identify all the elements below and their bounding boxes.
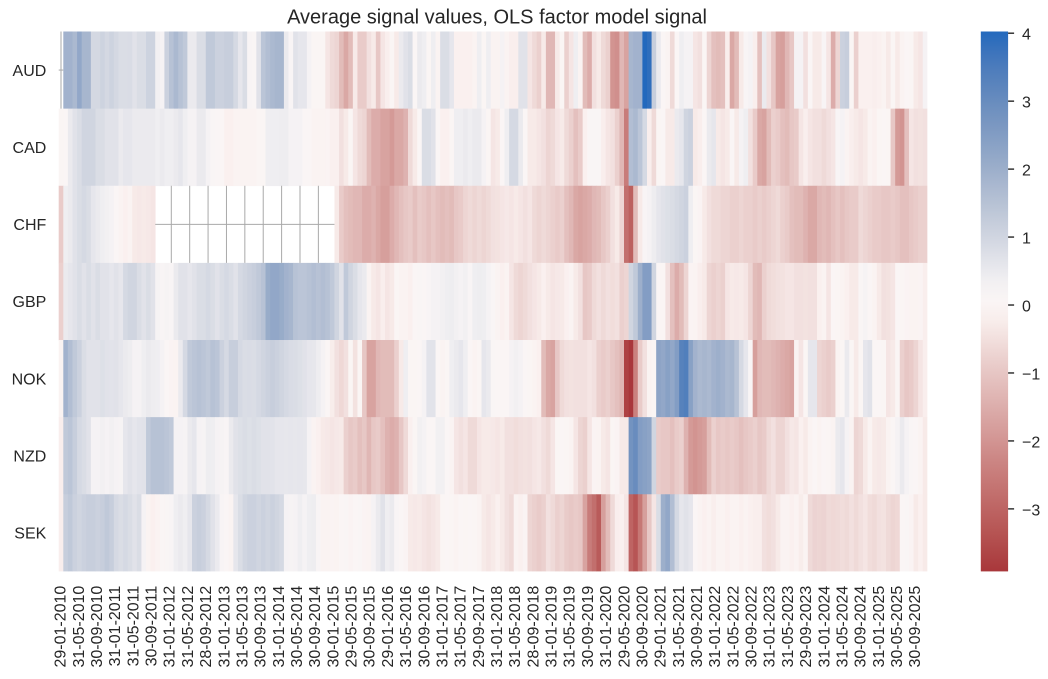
svg-text:29-01-2016: 29-01-2016	[380, 586, 397, 668]
svg-text:CAD: CAD	[13, 140, 47, 157]
svg-text:31-05-2018: 31-05-2018	[507, 586, 524, 668]
svg-text:31-05-2010: 31-05-2010	[71, 586, 88, 668]
svg-text:31-01-2019: 31-01-2019	[544, 586, 561, 668]
svg-text:30-09-2016: 30-09-2016	[416, 586, 433, 668]
svg-text:30-09-2024: 30-09-2024	[853, 586, 870, 668]
svg-text:31-05-2011: 31-05-2011	[125, 586, 142, 667]
svg-text:30-09-2022: 30-09-2022	[744, 586, 761, 668]
svg-text:31-01-2013: 31-01-2013	[216, 586, 233, 668]
svg-text:31-01-2012: 31-01-2012	[162, 586, 179, 668]
svg-text:29-09-2017: 29-09-2017	[471, 586, 488, 668]
svg-text:30-09-2015: 30-09-2015	[362, 586, 379, 668]
svg-text:−3: −3	[1022, 502, 1040, 519]
svg-text:31-01-2022: 31-01-2022	[707, 586, 724, 668]
svg-text:NOK: NOK	[12, 371, 47, 388]
svg-text:Average signal values, OLS fac: Average signal values, OLS factor model …	[287, 7, 707, 29]
svg-text:29-05-2020: 29-05-2020	[616, 586, 633, 668]
svg-text:0: 0	[1022, 298, 1031, 315]
svg-text:31-05-2016: 31-05-2016	[398, 586, 415, 668]
svg-text:SEK: SEK	[14, 526, 46, 543]
svg-text:2: 2	[1022, 163, 1031, 180]
svg-text:30-09-2011: 30-09-2011	[144, 586, 161, 667]
svg-text:29-01-2010: 29-01-2010	[53, 586, 70, 668]
svg-text:31-01-2024: 31-01-2024	[816, 586, 833, 668]
svg-text:GBP: GBP	[13, 294, 47, 311]
svg-text:29-05-2015: 29-05-2015	[344, 586, 361, 668]
svg-text:30-01-2015: 30-01-2015	[325, 586, 342, 668]
svg-text:31-01-2011: 31-01-2011	[107, 586, 124, 667]
svg-text:30-05-2014: 30-05-2014	[289, 586, 306, 668]
svg-text:28-09-2018: 28-09-2018	[525, 586, 542, 668]
svg-text:30-09-2019: 30-09-2019	[580, 586, 597, 668]
svg-text:29-01-2021: 29-01-2021	[653, 586, 670, 668]
svg-text:31-01-2017: 31-01-2017	[434, 586, 451, 668]
svg-text:−1: −1	[1022, 366, 1040, 383]
svg-text:30-09-2013: 30-09-2013	[253, 586, 270, 668]
svg-text:NZD: NZD	[13, 449, 46, 466]
svg-text:31-05-2012: 31-05-2012	[180, 586, 197, 668]
svg-text:31-05-2023: 31-05-2023	[780, 586, 797, 668]
svg-text:31-01-2025: 31-01-2025	[871, 586, 888, 668]
svg-text:30-09-2014: 30-09-2014	[307, 586, 324, 668]
svg-text:31-05-2021: 31-05-2021	[671, 586, 688, 668]
svg-text:31-01-2023: 31-01-2023	[762, 586, 779, 668]
svg-text:4: 4	[1022, 27, 1031, 44]
svg-text:30-09-2025: 30-09-2025	[907, 586, 924, 668]
svg-text:31-05-2013: 31-05-2013	[234, 586, 251, 668]
svg-text:1: 1	[1022, 230, 1031, 247]
svg-text:31-05-2017: 31-05-2017	[453, 586, 470, 668]
svg-text:AUD: AUD	[13, 63, 47, 80]
svg-text:31-05-2019: 31-05-2019	[562, 586, 579, 668]
svg-text:30-09-2021: 30-09-2021	[689, 586, 706, 668]
svg-text:31-01-2020: 31-01-2020	[598, 586, 615, 668]
svg-text:CHF: CHF	[13, 217, 46, 234]
svg-text:30-09-2020: 30-09-2020	[634, 586, 651, 668]
svg-text:31-05-2022: 31-05-2022	[725, 586, 742, 668]
svg-text:28-09-2012: 28-09-2012	[198, 586, 215, 668]
svg-text:31-01-2018: 31-01-2018	[489, 586, 506, 668]
svg-text:30-05-2025: 30-05-2025	[889, 586, 906, 668]
svg-text:30-09-2010: 30-09-2010	[89, 586, 106, 668]
svg-text:3: 3	[1022, 95, 1031, 112]
svg-text:29-09-2023: 29-09-2023	[798, 586, 815, 668]
svg-text:31-05-2024: 31-05-2024	[834, 586, 851, 668]
svg-text:−2: −2	[1022, 434, 1040, 451]
svg-text:31-01-2014: 31-01-2014	[271, 586, 288, 668]
